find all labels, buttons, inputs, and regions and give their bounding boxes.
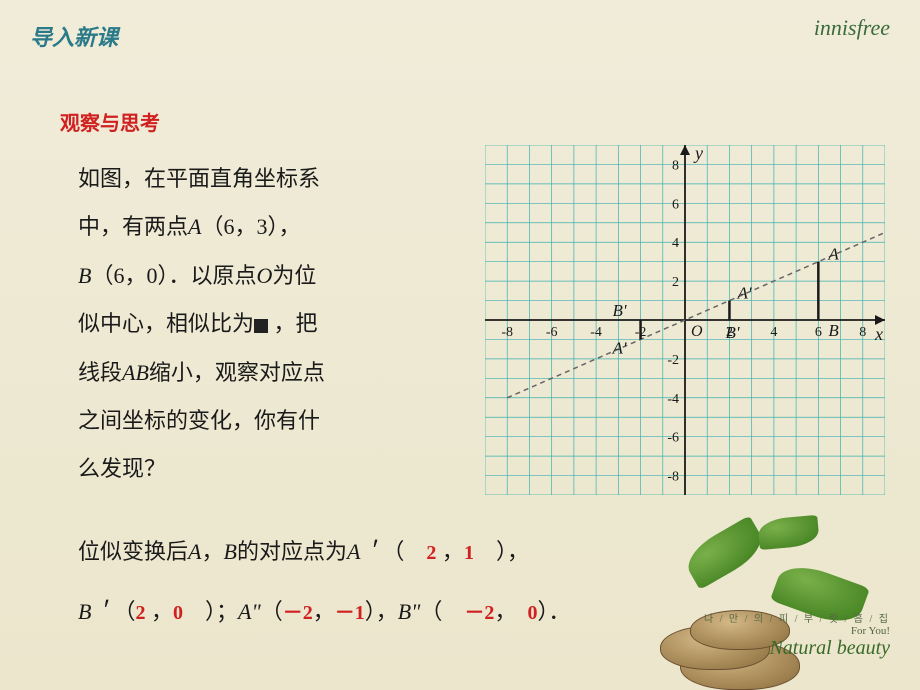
tag-text: Natural beauty [704,637,890,660]
svg-text:-6: -6 [667,431,679,446]
ans-value: 0 [173,602,183,624]
section-subtitle: 观察与思考 [60,107,890,136]
ratio-blank [254,319,268,333]
ans-value: －1 [335,602,365,624]
svg-text:6: 6 [672,197,679,212]
text: 为位 [272,263,316,288]
text: 似中心，相似比为 [78,311,254,336]
var-Bp: B＇ [78,599,113,624]
answer-line-1: 位似变换后A，B的对应点为A＇（ 2 ，1 ）， [78,535,529,568]
text: 如图，在平面直角坐标系 [78,166,320,191]
var-AB: AB [122,360,149,385]
text: 么发现？ [78,456,166,481]
text: ）， [474,539,529,564]
text: 位似变换后 [78,539,188,564]
text: 缩小，观察对应点 [149,360,325,385]
text: （ [420,599,464,624]
svg-text:8: 8 [859,325,866,340]
var-Ap: A＇ [347,539,382,564]
text: 线段 [78,360,122,385]
ans-value: 2 [426,542,436,564]
svg-text:B: B [828,321,839,340]
ans-value: 1 [464,542,474,564]
decoration-text: 나 / 만 / 의 / 피 / 부 / 랏 / 흡 / 집 For You! N… [704,610,890,660]
text: （6，0）．以原点 [91,263,256,288]
tag-text: For You! [704,625,890,637]
text: ）． [537,599,570,624]
leaf-icon [757,515,819,550]
body-paragraph: 如图，在平面直角坐标系 中，有两点A（6，3）， B（6，0）．以原点O为位 似… [78,155,458,494]
var-Bpp: B" [398,599,421,624]
svg-text:y: y [693,145,703,163]
text: ， [201,539,223,564]
text: ，把 [268,311,318,336]
svg-text:2: 2 [672,275,679,290]
korean-text: 나 / 만 / 의 / 피 / 부 / 랏 / 흡 / 집 [704,610,890,625]
text: ， [145,599,173,624]
svg-text:B': B' [725,323,739,342]
svg-text:-6: -6 [546,325,558,340]
svg-text:x: x [874,324,883,344]
brand-logo: innisfree [814,15,890,41]
var-O: O [256,263,272,288]
slide: 导入新课 innisfree 观察与思考 如图，在平面直角坐标系 中，有两点A（… [0,0,920,690]
text: （ [382,539,426,564]
text: 的对应点为 [237,539,347,564]
text: ， [494,599,527,624]
var-B: B [78,263,91,288]
var-App: A" [238,599,261,624]
decoration [660,490,920,690]
svg-text:-4: -4 [667,392,679,407]
svg-text:O: O [691,323,703,340]
ans-value: －2 [464,602,494,624]
text: ， [436,539,464,564]
text: ）； [183,599,238,624]
text: （ [261,599,283,624]
text: ， [313,599,335,624]
coordinate-graph: -8-6-4-22468-8-6-4-22468xyOABA'B'A'B' [485,145,885,495]
svg-text:A': A' [612,338,627,357]
ans-value: －2 [283,602,313,624]
svg-text:4: 4 [770,325,777,340]
slide-title: 导入新课 [30,20,890,52]
svg-text:A': A' [736,284,751,303]
var-A: A [188,539,201,564]
ans-value: 0 [527,602,537,624]
svg-text:B': B' [613,301,627,320]
svg-text:-4: -4 [590,325,602,340]
svg-text:-8: -8 [501,325,513,340]
text: （6，3）， [201,214,300,239]
svg-text:8: 8 [672,158,679,173]
svg-text:A: A [827,245,839,264]
text: 中，有两点 [78,214,188,239]
var-A: A [188,214,201,239]
answer-line-2: B＇（2 ，0 ）；A"（－2，－1），B"（ －2， 0）． [78,595,570,628]
text: （ [113,599,135,624]
svg-text:-2: -2 [667,353,679,368]
var-B: B [223,539,236,564]
svg-text:4: 4 [672,236,679,251]
text: ）， [365,599,398,624]
svg-text:-8: -8 [667,470,679,485]
text: 之间坐标的变化，你有什 [78,408,320,433]
leaf-icon [680,515,769,590]
ans-value: 2 [135,602,145,624]
svg-text:6: 6 [815,325,822,340]
